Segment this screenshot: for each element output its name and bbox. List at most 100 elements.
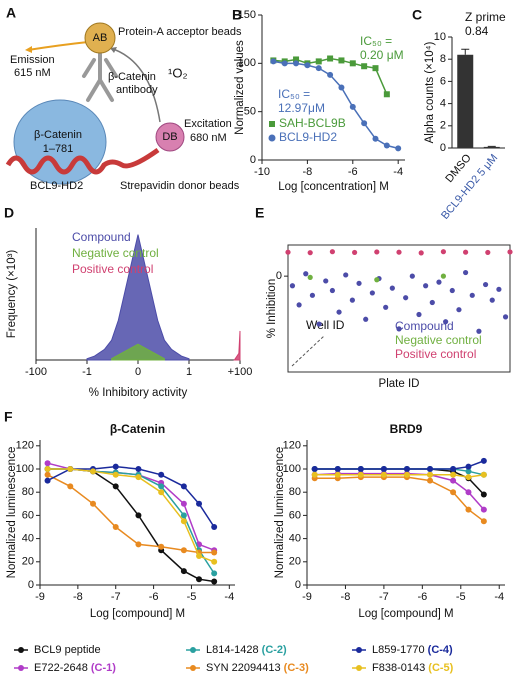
y-tick-label: 80 [22, 486, 34, 498]
data-point [383, 304, 389, 310]
data-point [196, 576, 203, 583]
y-axis-label: Normalized values [234, 40, 246, 135]
legend-marker [356, 647, 362, 653]
data-point [158, 483, 165, 490]
emission-arrow [27, 41, 89, 51]
legend-marker [268, 134, 276, 142]
data-point [180, 547, 187, 554]
annotation: Well ID [306, 318, 345, 332]
data-point [423, 283, 429, 289]
x-tick-label: -6 [417, 591, 427, 603]
data-point [90, 468, 97, 475]
data-point [363, 316, 369, 322]
data-point [396, 326, 402, 332]
protein-shape [13, 99, 107, 185]
data-point [211, 570, 218, 577]
x-tick-label: -5 [187, 591, 197, 603]
data-point [450, 477, 457, 484]
data-point [480, 506, 487, 513]
data-point [316, 321, 322, 327]
data-point [440, 249, 446, 255]
data-point [463, 269, 469, 276]
data-point [327, 55, 334, 62]
annotation: IC₅₀ = [278, 87, 310, 101]
y-axis-label: Normalized luminescence [6, 447, 18, 579]
legend-marker [18, 647, 24, 653]
data-point [311, 471, 318, 478]
data-point [112, 524, 119, 530]
data-point [67, 466, 74, 472]
data-point [502, 314, 509, 320]
data-point [480, 518, 487, 525]
y-axis-label: % Inhibition [266, 279, 278, 338]
oxygen-label: ¹O₂ [168, 65, 188, 80]
x-tick-label: -4 [224, 591, 234, 603]
data-point [112, 471, 119, 478]
x-tick-label: -9 [35, 591, 45, 603]
data-point [374, 277, 380, 283]
data-point [416, 311, 422, 318]
data-point [158, 543, 165, 550]
data-point [311, 466, 318, 472]
data-point [196, 500, 203, 507]
data-point [361, 120, 368, 127]
data-point [403, 471, 410, 478]
x-axis-label: Log [compound] M [90, 608, 185, 620]
y-axis-label: Alpha counts (×10⁴) [424, 41, 436, 143]
data-point [307, 274, 313, 280]
data-point [450, 489, 457, 496]
distribution-area [233, 330, 241, 361]
data-point [211, 549, 218, 556]
arrowhead [25, 46, 32, 53]
series-line [47, 468, 215, 563]
data-point [180, 483, 187, 490]
data-point [67, 483, 74, 490]
y-tick-label: 100 [238, 57, 256, 69]
data-point [112, 463, 119, 470]
legend-marker [356, 665, 362, 671]
data-point [329, 249, 335, 255]
data-point [465, 506, 472, 513]
x-tick-label: -7 [379, 591, 389, 603]
y-tick-label: 40 [22, 533, 34, 545]
data-point [135, 474, 142, 481]
legend-label: SYN 22094413 (C-3) [206, 662, 309, 674]
data-point [383, 142, 390, 149]
panel-label: B [232, 7, 242, 23]
y-tick-label: 80 [289, 486, 301, 498]
peptide-helix [5, 147, 160, 175]
data-point [211, 578, 218, 585]
data-point [44, 471, 51, 478]
protein-label: β-Catenin [34, 129, 82, 141]
y-tick-label: 50 [244, 106, 256, 118]
protein-label: 1–781 [43, 143, 74, 155]
panel-labels: A B C D E F [4, 5, 422, 425]
data-point [383, 91, 390, 98]
data-point [180, 568, 187, 575]
energy-arrow [109, 47, 161, 123]
x-tick-label: -4 [393, 166, 403, 178]
antibody-label: antibody [116, 84, 158, 96]
data-point [338, 84, 345, 91]
data-point [476, 328, 482, 334]
plot-frame [287, 244, 511, 373]
emission-label: 615 nM [14, 67, 51, 79]
x-tick-label: -1 [82, 366, 92, 378]
panel-label: E [255, 205, 264, 221]
y-tick-label: 0 [28, 579, 34, 591]
data-point [380, 466, 387, 472]
y-tick-label: 0 [440, 142, 446, 154]
chart-title: β-Catenin [110, 422, 165, 436]
data-point [336, 309, 342, 315]
data-point [343, 272, 349, 278]
data-point [329, 287, 335, 294]
data-point [427, 466, 434, 472]
data-point [396, 249, 402, 255]
donor-bead [155, 122, 185, 152]
data-point [409, 273, 415, 279]
data-point [352, 249, 358, 256]
y-tick-label: 60 [22, 509, 34, 521]
data-point [180, 518, 187, 525]
x-tick-label: -7 [111, 591, 121, 603]
